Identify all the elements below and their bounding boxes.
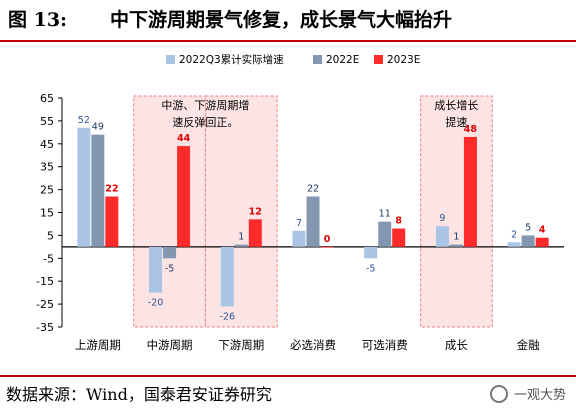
figure-title: 图 13: 中下游周期景气修复，成长景气大幅抬升 [0,0,576,40]
y-tick-label: -15 [36,275,54,288]
bar [220,246,234,307]
annotation-text: 速反弹回正。 [172,115,238,129]
category-label: 可选消费 [362,338,408,352]
bar [91,134,105,247]
bar [392,228,406,247]
bar [320,246,334,248]
y-tick-label: 15 [40,207,54,220]
bar [234,244,248,247]
wechat-logo-icon [489,385,508,403]
bar [364,246,378,259]
bar [378,221,392,247]
data-label: 48 [464,124,478,135]
bar [507,242,521,247]
bar [463,136,477,247]
bar [177,146,191,247]
y-tick-label: 65 [40,92,54,105]
data-label: 1 [453,232,459,243]
bar [248,219,262,247]
bar [149,246,163,293]
y-tick-label: 35 [40,161,54,174]
bar [449,244,463,247]
bar [105,196,119,247]
data-label: -5 [165,263,174,274]
source-note: 数据来源：Wind，国泰君安证券研究 [6,385,272,404]
highlight-band [420,95,493,328]
category-label: 上游周期 [75,338,121,352]
data-label: 44 [177,133,191,144]
legend-label: 2022E [326,54,359,66]
data-label: 1 [238,232,244,243]
category-label: 金融 [517,338,540,352]
data-label: 8 [395,216,402,227]
y-tick-label: -35 [36,321,54,334]
bar [77,127,91,247]
category-label: 必选消费 [290,338,336,352]
category-label: 中游周期 [147,338,193,352]
data-label: -26 [220,311,236,322]
watermark-text: 一观大势 [513,388,566,403]
legend-swatch [374,55,383,64]
y-tick-label: -5 [43,252,54,265]
legend-swatch [313,55,322,64]
legend-swatch [166,55,175,64]
category-label: 成长 [445,338,468,352]
data-label: 7 [296,218,302,229]
data-label: -20 [148,298,164,309]
y-tick-label: 5 [47,229,54,242]
annotation-text: 成长增长 [434,98,478,112]
figure-label: 图 13: [8,9,68,31]
bar [521,235,535,247]
category-label: 下游周期 [218,338,264,352]
data-label: 22 [307,183,319,194]
bar [306,196,320,247]
bar [292,230,306,247]
bar [435,226,449,247]
y-tick-label: 55 [40,115,54,128]
data-label: 11 [379,209,391,220]
data-label: 9 [439,213,445,224]
data-label: 22 [105,183,118,194]
data-label: 0 [324,234,331,245]
data-label: 12 [249,206,262,217]
data-label: -5 [366,263,375,274]
highlight-band [204,95,278,328]
title-divider [0,40,576,42]
annotation-text: 提速 [445,116,467,129]
watermark: 一观大势 [489,383,566,409]
bar-chart: 6555453525155-5-15-25-3552-20-267-59249-… [36,53,564,352]
legend-label: 2023E [387,54,420,66]
bar [535,237,549,247]
bar [163,246,177,259]
y-tick-label: -25 [36,298,54,311]
data-label: 2 [511,229,517,240]
source-divider [0,375,576,377]
data-label: 49 [92,122,104,133]
y-tick-label: 25 [40,184,54,197]
data-label: 52 [78,115,90,126]
legend-label: 2022Q3累计实际增速 [179,53,284,66]
data-label: 4 [539,225,546,236]
annotation-text: 中游、下游周期增 [161,98,249,112]
highlight-band [133,95,206,328]
y-tick-label: 45 [40,138,54,151]
data-label: 5 [525,222,531,233]
figure-title-text: 中下游周期景气修复，成长景气大幅抬升 [110,9,453,31]
